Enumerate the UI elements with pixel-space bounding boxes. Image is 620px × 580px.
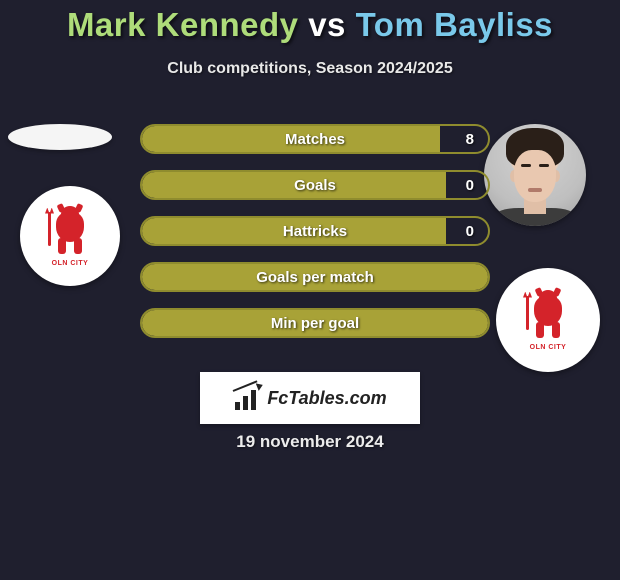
stat-bar: Goals0 <box>140 170 490 200</box>
stat-bar: Matches8 <box>140 124 490 154</box>
stat-label: Goals <box>142 172 488 198</box>
stat-label: Goals per match <box>142 264 488 290</box>
subtitle: Club competitions, Season 2024/2025 <box>0 60 620 78</box>
stat-label: Min per goal <box>142 310 488 336</box>
player1-club-badge: OLN CITY <box>20 186 120 286</box>
chart-icon <box>233 386 261 410</box>
player2-avatar <box>484 124 586 226</box>
stats-bars-container: Matches8Goals0Hattricks0Goals per matchM… <box>140 124 490 354</box>
player2-club-badge: OLN CITY <box>496 268 600 372</box>
club-name-fragment: OLN CITY <box>530 344 567 351</box>
stat-bar: Goals per match <box>140 262 490 292</box>
player1-avatar-placeholder <box>8 124 112 150</box>
club-name-fragment: OLN CITY <box>52 260 89 267</box>
stat-label: Hattricks <box>142 218 488 244</box>
player2-name: Tom Bayliss <box>356 6 553 43</box>
watermark-text: FcTables.com <box>267 388 386 409</box>
stat-bar: Hattricks0 <box>140 216 490 246</box>
club-crest-graphic: OLN CITY <box>44 206 96 267</box>
stat-value: 8 <box>466 126 474 152</box>
stat-bar: Min per goal <box>140 308 490 338</box>
date-label: 19 november 2024 <box>0 432 620 452</box>
watermark-badge: FcTables.com <box>200 372 420 424</box>
page-title: Mark Kennedy vs Tom Bayliss <box>0 0 620 44</box>
vs-label: vs <box>308 6 346 43</box>
player1-name: Mark Kennedy <box>67 6 299 43</box>
club-crest-graphic: OLN CITY <box>522 290 574 351</box>
stat-value: 0 <box>466 218 474 244</box>
stat-label: Matches <box>142 126 488 152</box>
stat-value: 0 <box>466 172 474 198</box>
